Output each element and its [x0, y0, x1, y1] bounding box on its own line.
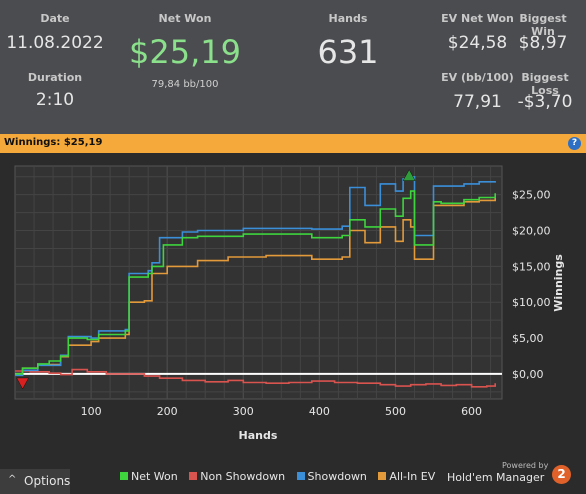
session-stats-panel: Date 11.08.2022 Duration 2:10 Net Won $2…	[0, 0, 586, 134]
x-axis-ticks: 100 200 300 400 500 600	[81, 405, 482, 418]
winnings-chart: 100 200 300 400 500 600 $25,00 $20,00 $15,00 $10…	[0, 153, 586, 469]
powered-by-text: Powered by	[502, 461, 549, 470]
x-tick-label: 600	[461, 405, 482, 418]
x-tick-label: 300	[233, 405, 254, 418]
net-won-value: $25,19	[129, 33, 241, 71]
legend-swatch	[120, 472, 128, 480]
hands-label: Hands	[328, 12, 368, 25]
duration-label: Duration	[27, 71, 83, 84]
hands-value: 631	[317, 33, 379, 71]
net-won-bb100: 79,84 bb/100	[151, 79, 219, 90]
legend-net-won[interactable]: Net Won	[120, 470, 178, 483]
duration-value: 2:10	[35, 90, 75, 110]
legend-non-showdown[interactable]: Non Showdown	[189, 470, 285, 483]
brand-name: Hold'em Manager	[447, 471, 545, 484]
series-line-showdown	[15, 176, 496, 377]
legend-label: Non Showdown	[200, 470, 286, 483]
ev-net-won-value: $24,58	[447, 33, 508, 53]
x-axis-label: Hands	[239, 429, 278, 442]
biggest-loss-value: -$3,70	[517, 92, 573, 112]
legend-allin-ev[interactable]: All-In EV	[378, 470, 435, 483]
chevron-up-icon: ^	[8, 474, 17, 485]
date-value: 11.08.2022	[6, 33, 104, 53]
options-button[interactable]: ^ Options	[0, 469, 70, 494]
plot-area	[14, 165, 503, 400]
max-marker-icon	[402, 169, 416, 181]
y-tick-label: $0,00	[512, 368, 544, 381]
y-tick-label: $5,00	[512, 332, 544, 345]
winnings-text: Winnings: $25,19	[4, 137, 103, 148]
series-line-non-showdown	[15, 368, 496, 388]
y-axis-ticks: $25,00 $20,00 $15,00 $10,00 $5,00 $0,00	[512, 189, 551, 381]
y-tick-label: $25,00	[512, 189, 551, 202]
legend-showdown[interactable]: Showdown	[296, 470, 367, 483]
x-tick-label: 100	[81, 405, 102, 418]
date-label: Date	[40, 12, 70, 25]
options-label: Options	[24, 474, 71, 488]
legend-label: All-In EV	[389, 470, 436, 483]
y-tick-label: $15,00	[512, 260, 551, 273]
biggest-win-value: $8,97	[518, 33, 568, 53]
y-tick-label: $20,00	[512, 225, 551, 238]
y-axis-label: Winnings	[552, 254, 565, 312]
series-line-net-won	[15, 190, 496, 375]
x-tick-label: 200	[157, 405, 178, 418]
help-icon[interactable]: ?	[568, 137, 581, 150]
x-tick-label: 400	[309, 405, 330, 418]
chart-legend: Net Won Non Showdown Showdown All-In EV	[120, 470, 443, 483]
legend-swatch	[296, 472, 305, 480]
markers	[16, 169, 416, 390]
series-lines	[15, 176, 496, 388]
ev-bb100-label: EV (bb/100)	[441, 71, 514, 84]
legend-swatch	[189, 472, 198, 480]
min-marker-icon	[16, 377, 30, 390]
legend-label: Net Won	[131, 470, 178, 483]
x-tick-label: 500	[385, 405, 406, 418]
ev-bb100-value: 77,91	[453, 92, 502, 112]
biggest-win-label: Biggest Win	[519, 12, 567, 38]
ev-net-won-label: EV Net Won	[441, 12, 514, 25]
winnings-bar: Winnings: $25,19 ?	[0, 134, 586, 153]
legend-label: Showdown	[307, 470, 367, 483]
biggest-loss-label: Biggest Loss	[521, 71, 569, 97]
brand-badge-icon: 2	[552, 465, 571, 484]
y-tick-label: $10,00	[512, 296, 551, 309]
net-won-label: Net Won	[158, 12, 212, 25]
legend-swatch	[378, 472, 387, 480]
brand-logo: Powered by Hold'em Manager 2	[447, 460, 582, 494]
grid-lines	[15, 166, 502, 399]
